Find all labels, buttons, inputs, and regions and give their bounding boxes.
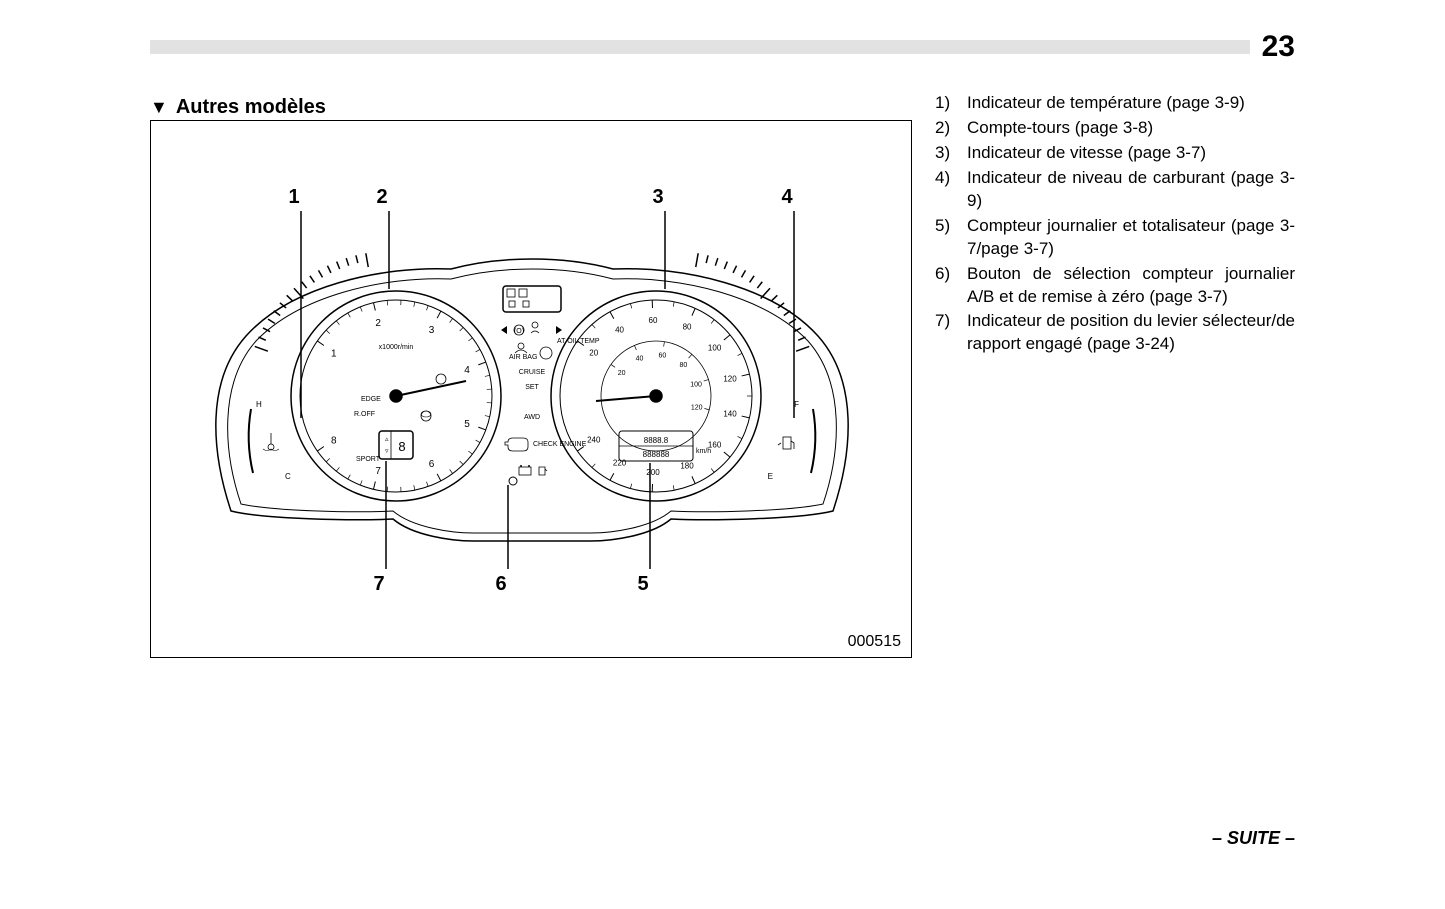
callout-number: 6 xyxy=(492,573,510,596)
legend-item-number: 1) xyxy=(935,92,967,115)
callout-number: 4 xyxy=(778,186,796,209)
legend-item: 2)Compte-tours (page 3-8) xyxy=(935,117,1295,140)
svg-text:80: 80 xyxy=(679,362,687,369)
odometer-top: 8888.8 xyxy=(644,436,669,445)
legend-item-number: 3) xyxy=(935,142,967,165)
svg-text:20: 20 xyxy=(618,370,626,377)
gear-display: 8 xyxy=(398,439,405,454)
svg-text:120: 120 xyxy=(723,375,737,384)
svg-text:100: 100 xyxy=(690,381,702,388)
legend-item-text: Compte-tours (page 3-8) xyxy=(967,117,1295,140)
legend-item-text: Indicateur de position du levier sélecte… xyxy=(967,310,1295,356)
svg-text:100: 100 xyxy=(708,344,722,353)
svg-text:1: 1 xyxy=(331,348,337,359)
svg-text:3: 3 xyxy=(429,325,435,336)
svg-text:8: 8 xyxy=(331,436,337,447)
speedo-unit: km/h xyxy=(696,448,711,455)
cruise-label: CRUISE xyxy=(519,369,546,376)
page-number: 23 xyxy=(1262,30,1295,64)
svg-text:80: 80 xyxy=(683,323,692,332)
legend-item-text: Compteur journalier et totalisateur (pag… xyxy=(967,215,1295,261)
sport-label: SPORT xyxy=(356,456,381,463)
svg-text:40: 40 xyxy=(615,325,624,334)
fuel-e: E xyxy=(768,472,773,481)
legend-item-number: 6) xyxy=(935,263,967,309)
section-title: Autres modèles xyxy=(176,96,326,118)
figure-dashboard: 12345678 2040608010012014016018020022024… xyxy=(150,120,912,658)
svg-text:240: 240 xyxy=(587,436,601,445)
svg-text:4: 4 xyxy=(464,365,470,376)
svg-text:▵: ▵ xyxy=(385,436,389,443)
roff-label: R.OFF xyxy=(354,411,375,418)
svg-text:40: 40 xyxy=(636,355,644,362)
legend-item-text: Indicateur de niveau de carburant (page … xyxy=(967,167,1295,213)
legend-item: 7)Indicateur de position du levier sélec… xyxy=(935,310,1295,356)
suite-label: – SUITE – xyxy=(1212,828,1295,849)
svg-text:▿: ▿ xyxy=(385,448,389,455)
svg-text:60: 60 xyxy=(649,316,658,325)
callout-number: 7 xyxy=(370,573,388,596)
fuel-f: F xyxy=(794,400,799,409)
temp-c: C xyxy=(285,472,291,481)
svg-text:20: 20 xyxy=(589,348,598,357)
legend-item-number: 7) xyxy=(935,310,967,356)
legend-item-text: Indicateur de température (page 3-9) xyxy=(967,92,1295,115)
atoil-label: AT OIL TEMP xyxy=(557,338,600,345)
svg-text:200: 200 xyxy=(646,468,660,477)
tach-unit: x1000r/min xyxy=(379,344,414,351)
svg-text:2: 2 xyxy=(375,318,381,329)
temp-h: H xyxy=(256,400,262,409)
odometer-bottom: 888888 xyxy=(643,450,670,459)
airbag-label: AIR BAG xyxy=(509,354,537,361)
legend-item-text: Indicateur de vitesse (page 3-7) xyxy=(967,142,1295,165)
legend-item-text: Bouton de sélection compteur journalier … xyxy=(967,263,1295,309)
triangle-icon: ▼ xyxy=(150,97,168,118)
awd-label: AWD xyxy=(524,414,540,421)
edge-label: EDGE xyxy=(361,396,381,403)
svg-text:60: 60 xyxy=(659,352,667,359)
callout-number: 1 xyxy=(285,186,303,209)
callout-number: 3 xyxy=(649,186,667,209)
legend-item-number: 5) xyxy=(935,215,967,261)
check-engine-label: CHECK ENGINE xyxy=(533,441,587,448)
svg-text:5: 5 xyxy=(464,419,470,430)
legend-item: 3)Indicateur de vitesse (page 3-7) xyxy=(935,142,1295,165)
section-header: ▼ Autres modèles xyxy=(150,96,326,119)
svg-text:140: 140 xyxy=(723,409,737,418)
svg-text:7: 7 xyxy=(375,466,381,477)
page-root: 23 ▼Autres modèles 12345678 xyxy=(0,0,1445,909)
svg-text:180: 180 xyxy=(680,461,694,470)
svg-text:120: 120 xyxy=(691,405,703,412)
legend-list: 1)Indicateur de température (page 3-9)2)… xyxy=(935,92,1295,358)
legend-item: 5)Compteur journalier et totalisateur (p… xyxy=(935,215,1295,261)
dashboard-drawing-icon: 12345678 2040608010012014016018020022024… xyxy=(151,121,913,659)
set-label: SET xyxy=(525,384,539,391)
legend-item: 1)Indicateur de température (page 3-9) xyxy=(935,92,1295,115)
header-rule xyxy=(150,40,1250,54)
svg-text:6: 6 xyxy=(429,459,435,470)
svg-text:(O): (O) xyxy=(514,328,524,335)
figure-id: 000515 xyxy=(848,633,901,651)
callout-number: 5 xyxy=(634,573,652,596)
legend-item: 6)Bouton de sélection compteur journalie… xyxy=(935,263,1295,309)
legend-item: 4)Indicateur de niveau de carburant (pag… xyxy=(935,167,1295,213)
callout-number: 2 xyxy=(373,186,391,209)
legend-item-number: 4) xyxy=(935,167,967,213)
legend-item-number: 2) xyxy=(935,117,967,140)
